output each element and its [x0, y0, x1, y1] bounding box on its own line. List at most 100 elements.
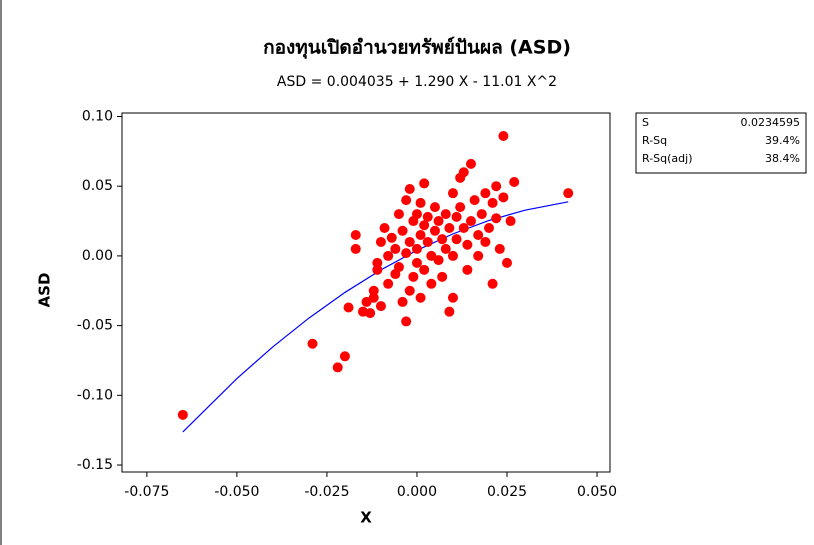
point [401, 248, 412, 259]
point [501, 257, 512, 268]
x-tick-label: 0.050 [577, 484, 617, 500]
point [350, 243, 361, 254]
stat-value: 0.0234595 [741, 116, 801, 129]
point [487, 197, 498, 208]
point [480, 236, 491, 247]
point [458, 167, 469, 178]
y-tick-label: -0.10 [77, 387, 113, 403]
point [563, 188, 574, 199]
point [419, 178, 430, 189]
point [415, 229, 426, 240]
point [473, 250, 484, 261]
point [411, 243, 422, 254]
x-tick-label: 0.025 [487, 484, 527, 500]
point [383, 250, 394, 261]
point [487, 278, 498, 289]
point [397, 296, 408, 307]
y-tick-label: 0.00 [82, 248, 113, 264]
point [444, 223, 455, 234]
point [498, 131, 509, 142]
point [419, 220, 430, 231]
point [491, 181, 502, 192]
point [465, 158, 476, 169]
point [422, 236, 433, 247]
y-tick-label: -0.05 [77, 318, 113, 334]
point [440, 209, 451, 220]
chart-title: กองทุนเปิดอำนวยทรัพย์ปันผล (ASD) [263, 37, 571, 60]
point [411, 257, 422, 268]
point [307, 338, 318, 349]
point [433, 255, 444, 266]
y-tick-label: 0.10 [82, 108, 113, 124]
point [404, 236, 415, 247]
point [343, 302, 354, 313]
point [491, 213, 502, 224]
point [426, 278, 437, 289]
point [505, 216, 516, 227]
point [447, 188, 458, 199]
chart-subtitle: ASD = 0.004035 + 1.290 X - 11.01 X^2 [277, 74, 557, 90]
stats-box [635, 112, 807, 174]
point [401, 316, 412, 327]
point [411, 209, 422, 220]
stat-name: S [642, 116, 649, 129]
point [498, 192, 509, 203]
point [433, 216, 444, 227]
point [440, 243, 451, 254]
point [476, 209, 487, 220]
point [393, 262, 404, 273]
point [480, 188, 491, 199]
point [339, 351, 350, 362]
point [368, 292, 379, 303]
point [451, 234, 462, 245]
y-tick-label: 0.05 [82, 178, 113, 194]
y-axis-label: ASD [36, 273, 54, 308]
point [465, 216, 476, 227]
x-tick-label: -0.075 [124, 484, 169, 500]
point [404, 285, 415, 296]
point [447, 292, 458, 303]
stat-value: 38.4% [765, 152, 800, 165]
point [494, 243, 505, 254]
point [390, 243, 401, 254]
point [419, 264, 430, 275]
point [437, 271, 448, 282]
point [393, 209, 404, 220]
x-tick-label: -0.050 [214, 484, 259, 500]
point [429, 202, 440, 213]
point [386, 232, 397, 243]
point [415, 197, 426, 208]
point [375, 301, 386, 312]
point [444, 306, 455, 317]
point [447, 250, 458, 261]
point [350, 229, 361, 240]
point [455, 202, 466, 213]
point [375, 236, 386, 247]
point [404, 183, 415, 194]
x-tick-label: -0.025 [304, 484, 349, 500]
point [458, 223, 469, 234]
point [462, 264, 473, 275]
x-tick-label: 0.000 [397, 484, 437, 500]
point [372, 264, 383, 275]
point [483, 223, 494, 234]
point [365, 308, 376, 319]
point [332, 362, 343, 373]
stat-name: R-Sq(adj) [642, 152, 693, 165]
point [397, 225, 408, 236]
point [177, 409, 188, 420]
point [469, 195, 480, 206]
point [368, 285, 379, 296]
y-tick-label: -0.15 [77, 457, 113, 473]
point [383, 278, 394, 289]
point [379, 223, 390, 234]
point [401, 195, 412, 206]
point [422, 211, 433, 222]
point [437, 234, 448, 245]
x-axis-label: X [360, 509, 372, 527]
stat-name: R-Sq [642, 134, 667, 147]
point [473, 229, 484, 240]
plot-frame [121, 112, 611, 473]
